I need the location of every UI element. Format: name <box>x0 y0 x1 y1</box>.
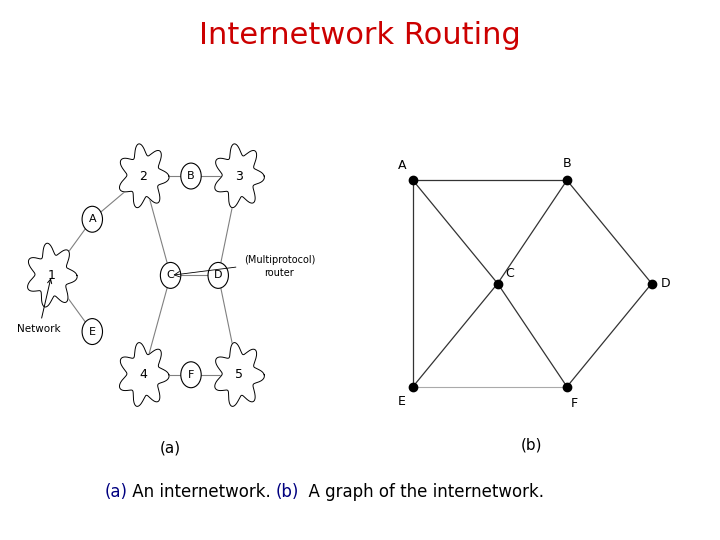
Polygon shape <box>215 144 264 208</box>
Text: B: B <box>562 157 571 170</box>
Text: A: A <box>89 214 96 224</box>
Text: (a): (a) <box>105 483 128 501</box>
Circle shape <box>161 262 181 288</box>
Polygon shape <box>27 243 77 307</box>
Text: (a): (a) <box>160 441 181 456</box>
Polygon shape <box>120 342 169 407</box>
Text: (Multiprotocol)
router: (Multiprotocol) router <box>244 255 315 278</box>
Text: 2: 2 <box>140 170 148 183</box>
Text: E: E <box>89 327 96 336</box>
Text: C: C <box>505 267 514 280</box>
Polygon shape <box>120 144 169 208</box>
Text: A graph of the internetwork.: A graph of the internetwork. <box>299 483 544 501</box>
Circle shape <box>82 206 102 232</box>
Text: 4: 4 <box>140 368 148 381</box>
Text: E: E <box>398 395 406 408</box>
Text: (b): (b) <box>521 437 542 452</box>
Text: F: F <box>188 370 194 380</box>
Circle shape <box>181 163 201 189</box>
Text: C: C <box>167 271 174 280</box>
Text: Internetwork Routing: Internetwork Routing <box>199 21 521 50</box>
Circle shape <box>181 362 201 388</box>
Text: F: F <box>571 397 578 410</box>
Text: An internetwork.: An internetwork. <box>127 483 287 501</box>
Circle shape <box>208 262 228 288</box>
Text: 5: 5 <box>235 368 243 381</box>
Text: 3: 3 <box>235 170 243 183</box>
Text: D: D <box>661 277 670 290</box>
Polygon shape <box>215 342 264 407</box>
Circle shape <box>82 319 102 345</box>
Text: A: A <box>398 159 406 172</box>
Text: B: B <box>187 171 195 181</box>
Text: D: D <box>214 271 222 280</box>
Text: 1: 1 <box>48 269 55 282</box>
Text: Network: Network <box>17 279 61 334</box>
Text: (b): (b) <box>276 483 300 501</box>
